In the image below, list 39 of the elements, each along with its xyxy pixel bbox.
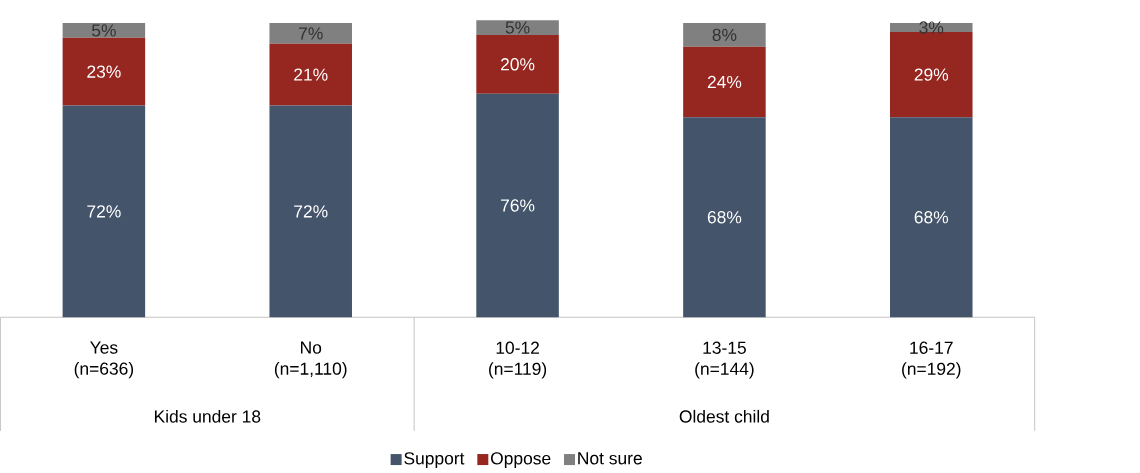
bar — [269, 105, 352, 318]
x-tick-label: 10-12 (n=119) — [489, 341, 547, 379]
data-label: 76% — [501, 199, 535, 212]
data-label: 68% — [707, 211, 742, 224]
data-label: 8% — [712, 28, 737, 41]
bar — [62, 37, 146, 106]
bar — [476, 93, 559, 318]
data-label: 5% — [505, 21, 530, 34]
data-label: 72% — [87, 205, 121, 218]
bar — [476, 34, 559, 94]
bar — [890, 117, 973, 318]
data-label: 68% — [914, 211, 949, 224]
legend-label: Support — [404, 452, 465, 468]
data-label: 21% — [294, 68, 328, 81]
bar — [890, 23, 973, 32]
bar — [62, 23, 146, 38]
bar — [683, 117, 766, 318]
legend-label: Oppose — [490, 452, 551, 468]
data-label: 3% — [919, 21, 944, 34]
x-tick-label: Yes (n=636) — [74, 341, 134, 379]
data-label: 5% — [91, 24, 116, 37]
data-label: 72% — [294, 205, 328, 218]
bar — [269, 43, 352, 106]
data-label: 24% — [707, 75, 742, 89]
text: Kids under 18 — [154, 409, 261, 423]
text: Oldest child — [679, 409, 769, 423]
data-label: 20% — [501, 58, 535, 71]
x-tick-label: No (n=1,110) — [274, 341, 347, 379]
data-label: 7% — [299, 27, 323, 40]
bar — [269, 23, 352, 44]
data-label: 23% — [87, 65, 121, 78]
legend-label: Not sure — [578, 452, 642, 465]
bar — [683, 23, 766, 47]
bar — [683, 46, 766, 118]
data-label: 29% — [914, 68, 949, 81]
x-tick-label: 16-17 (n=192) — [902, 341, 961, 379]
bar — [62, 105, 146, 318]
bar — [476, 20, 559, 35]
x-tick-label: 13-15 (n=144) — [695, 341, 754, 379]
